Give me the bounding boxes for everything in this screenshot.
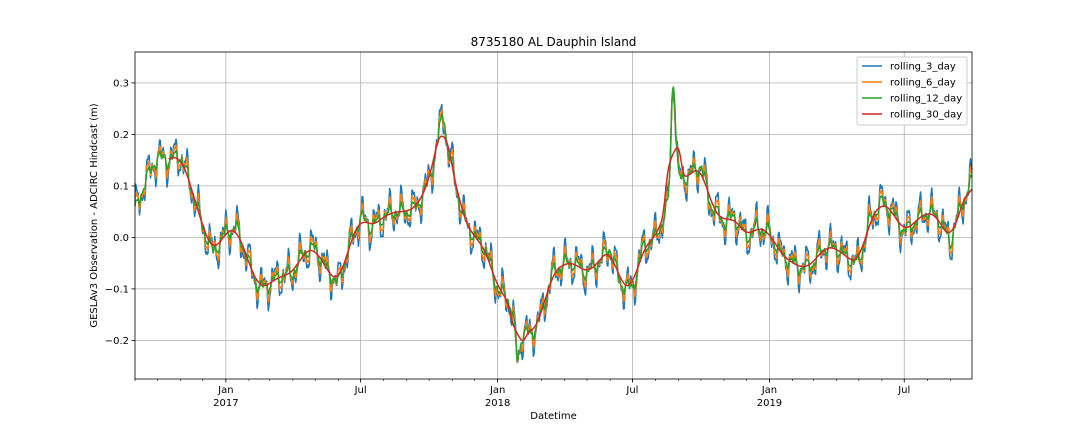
axes-frame [134, 51, 973, 380]
chart-title: 8735180 AL Dauphin Island [471, 35, 637, 49]
legend-label: rolling_6_day [890, 78, 956, 89]
y-tick-label: 0.2 [113, 130, 129, 141]
y-axis-label: GESLAv3 Observation - ADCIRC Hindcast (m… [89, 103, 100, 327]
x-tick-label: Jan [761, 385, 777, 396]
x-tick-year-label: 2019 [757, 398, 782, 409]
series-layer [134, 86, 973, 363]
series-line-rolling_12_day [134, 86, 973, 362]
x-tick-label: Jul [897, 385, 910, 396]
y-tick-label: −0.1 [105, 284, 129, 295]
legend-box [856, 56, 968, 126]
x-tick-label: Jan [217, 385, 233, 396]
x-tick-label: Jul [625, 385, 638, 396]
x-axis-label: Datetime [530, 411, 577, 422]
legend: rolling_3_day rolling_6_day rolling_12_day… [856, 56, 968, 126]
series-line-rolling_3_day [134, 94, 973, 363]
gridlines [135, 52, 972, 379]
legend-label: rolling_30_day [890, 110, 962, 121]
x-axis: Jan 2017 Jul Jan 2018 Jul Jan 2019 Jul [134, 379, 951, 409]
y-axis: 0.3 0.2 0.1 0.0 −0.1 −0.2 [105, 78, 135, 347]
legend-label: rolling_3_day [890, 62, 956, 73]
legend-label: rolling_12_day [890, 94, 962, 105]
series-line-rolling_6_day [134, 91, 973, 362]
y-tick-label: 0.0 [113, 233, 129, 244]
y-tick-label: 0.1 [113, 181, 129, 192]
x-tick-year-label: 2018 [485, 398, 510, 409]
y-tick-label: 0.3 [113, 78, 129, 89]
series-line-rolling_30_day [168, 135, 973, 342]
x-tick-year-label: 2017 [213, 398, 238, 409]
y-tick-label: −0.2 [105, 336, 129, 347]
x-tick-label: Jul [354, 385, 367, 396]
x-tick-label: Jan [489, 385, 505, 396]
